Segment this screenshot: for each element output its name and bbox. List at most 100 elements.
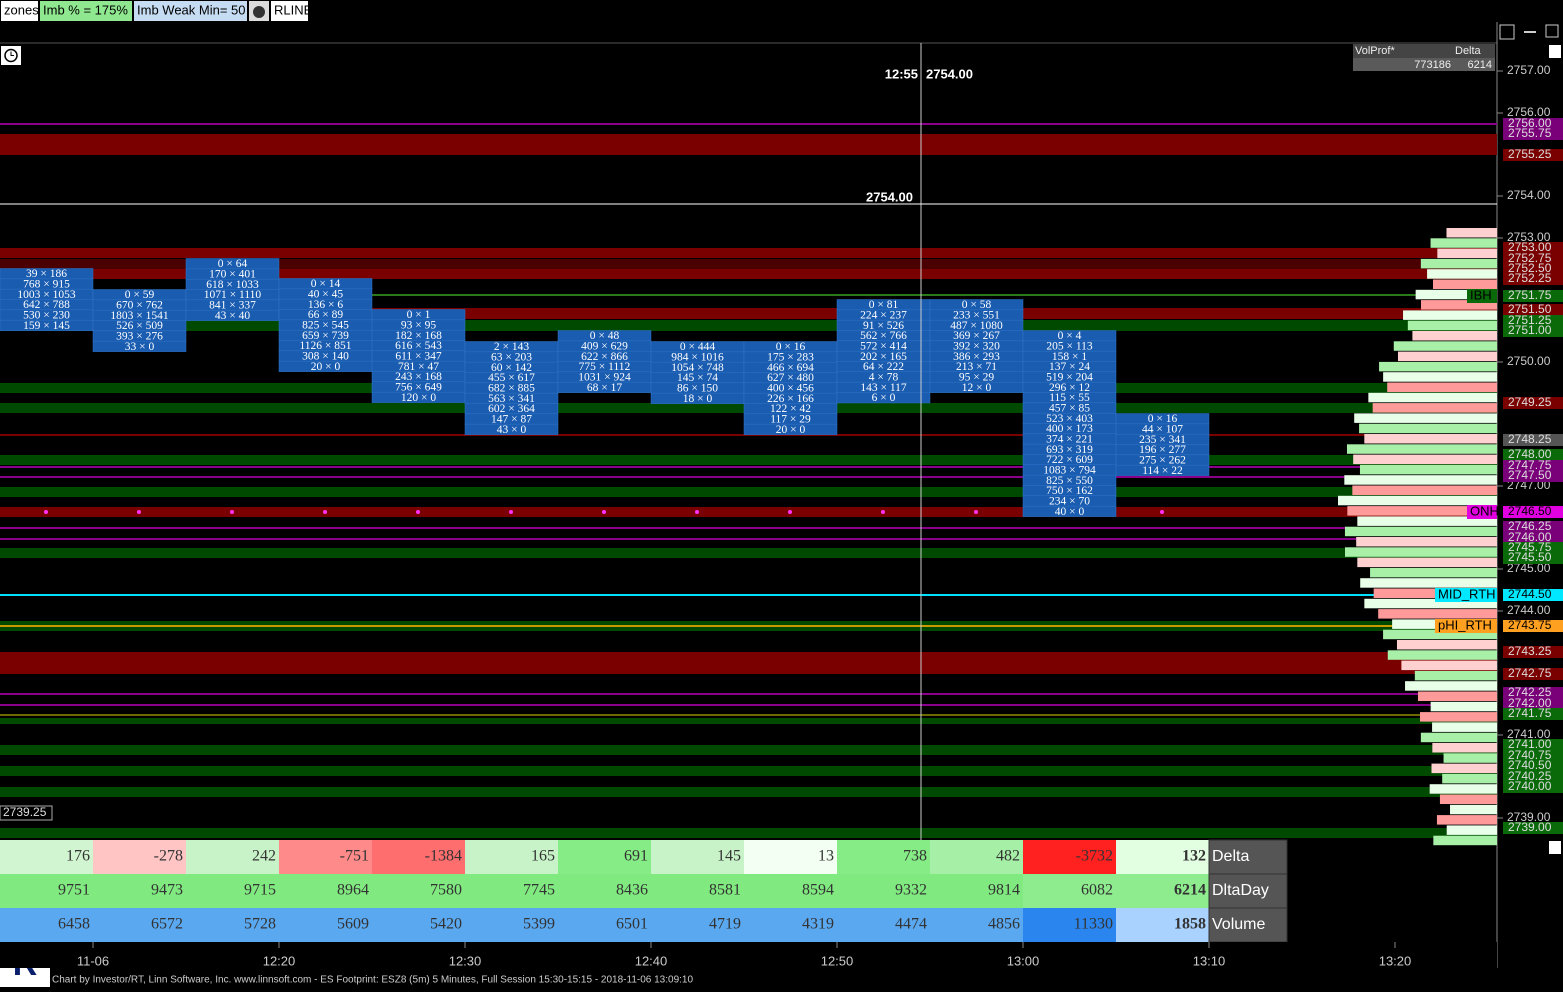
level-label-bg [1503, 668, 1563, 680]
footprint-cell-text: 1126 × 851 [299, 340, 351, 352]
profile-bar [1387, 650, 1497, 660]
level-band [0, 476, 1497, 478]
footprint-cell-text: 386 × 293 [953, 351, 1000, 363]
level-label: 2752.75 [1508, 251, 1552, 265]
table-cell [837, 874, 930, 908]
footprint-cell-text: 234 × 70 [1049, 495, 1090, 507]
footprint-cell-text: 627 × 480 [767, 372, 814, 384]
level-label: 2740.75 [1508, 748, 1552, 762]
table-value: 165 [531, 848, 555, 865]
window-restore[interactable] [1499, 24, 1515, 40]
table-cell [651, 840, 744, 874]
level-label: 2746.00 [1508, 530, 1552, 544]
level-label-bg [1503, 646, 1563, 658]
onh-dot [695, 510, 699, 514]
level-band [0, 455, 1497, 465]
clock-icon [4, 48, 18, 63]
footprint-cell-text: 196 × 277 [1139, 444, 1186, 456]
level-label: 2742.00 [1508, 696, 1552, 710]
level-label: 2743.75 [1508, 618, 1552, 632]
a-button[interactable] [1549, 841, 1561, 854]
footprint-cell-text: 722 × 609 [1046, 454, 1093, 466]
time-label: 13:00 [1007, 953, 1040, 968]
table-cell [744, 840, 837, 874]
table-value: 6572 [151, 916, 183, 933]
profile-bar [1396, 640, 1497, 650]
footprint-cell-text: 618 × 1033 [206, 279, 259, 291]
table-cell [1116, 908, 1209, 942]
level-label-bg [1503, 589, 1563, 601]
footprint-cell-text: 224 × 237 [860, 309, 907, 321]
level-label: 2748.00 [1508, 447, 1552, 461]
level-band [0, 625, 1497, 627]
table-cell [930, 908, 1023, 942]
toolbar-button[interactable] [40, 1, 132, 21]
table-value: 5399 [523, 916, 555, 933]
table-value: -3732 [1076, 848, 1113, 865]
window-minimize[interactable] [1524, 31, 1536, 33]
time-axis [0, 942, 1497, 968]
price-axis-label: 2744.00 [1507, 603, 1551, 617]
table-cell [558, 874, 651, 908]
m-button[interactable] [1549, 45, 1561, 58]
footprint-cell-text: 18 × 0 [683, 393, 713, 405]
profile-bar [1401, 660, 1497, 671]
profile-bar [1360, 578, 1497, 588]
window-maximize[interactable] [1545, 24, 1559, 38]
price-axis-label: 2756.00 [1507, 105, 1551, 119]
profile-bar [1359, 423, 1497, 434]
toolbar-button[interactable] [134, 1, 247, 21]
level-label: 2749.25 [1508, 395, 1552, 409]
footprint-cell-text: 369 × 267 [953, 330, 1000, 342]
footprint-cell-text: 0 × 4 [1058, 330, 1082, 342]
price-axis-label: 2757.00 [1507, 63, 1551, 77]
level-label-bg [1503, 771, 1563, 783]
footprint-cell-text: 642 × 788 [23, 299, 70, 311]
table-value: 132 [1182, 848, 1206, 865]
level-tag: IBH [1470, 287, 1492, 302]
time-label: 12:20 [263, 953, 296, 968]
time-label: 13:10 [1193, 953, 1226, 968]
level-label: 2739.00 [1508, 820, 1552, 834]
profile-bar [1431, 763, 1497, 774]
volprof-header-text: VolProf* [1355, 45, 1395, 57]
table-value: 13 [818, 848, 834, 865]
level-label: 2753.00 [1508, 240, 1552, 254]
onh-dot [230, 510, 234, 514]
level-band [0, 434, 1497, 436]
volprof-header [1353, 44, 1495, 58]
onh-dot [137, 510, 141, 514]
footprint-cell-text: 33 × 0 [125, 341, 155, 353]
footprint-cell-text: 2 × 143 [494, 341, 529, 353]
level-band [0, 487, 1497, 497]
profile-bar [1442, 773, 1497, 784]
footprint-cell-text: 175 × 283 [767, 351, 814, 363]
table-value: 9814 [988, 882, 1020, 899]
footprint-cell-text: 409 × 629 [581, 340, 628, 352]
level-band [0, 269, 1497, 279]
footprint-cell-text: 0 × 1 [407, 309, 431, 321]
level-band [0, 308, 1497, 319]
level-band [0, 594, 1497, 596]
table-cell [651, 874, 744, 908]
profile-bar [1420, 258, 1497, 269]
onh-dot [602, 510, 606, 514]
profile-bar [1357, 557, 1497, 568]
onh-dot [788, 510, 792, 514]
toolbar-button[interactable] [1, 1, 38, 21]
profile-bar [1357, 516, 1497, 526]
profile-bar [1433, 835, 1497, 846]
level-label-bg [1503, 760, 1563, 772]
level-label-bg [1503, 242, 1563, 254]
table-value: 9751 [58, 882, 90, 899]
table-value: 6214 [1174, 882, 1206, 899]
level-label: 2746.50 [1508, 504, 1552, 518]
table-row-label: Delta [1212, 848, 1249, 865]
table-value: 9332 [895, 882, 927, 899]
volprof-header-text: Delta [1455, 45, 1482, 57]
profile-bar [1344, 526, 1497, 537]
level-label-bg [1503, 542, 1563, 554]
level-label-bg [1503, 304, 1563, 316]
toolbar-button[interactable] [271, 1, 308, 21]
footprint-cell-text: 0 × 48 [590, 330, 620, 342]
